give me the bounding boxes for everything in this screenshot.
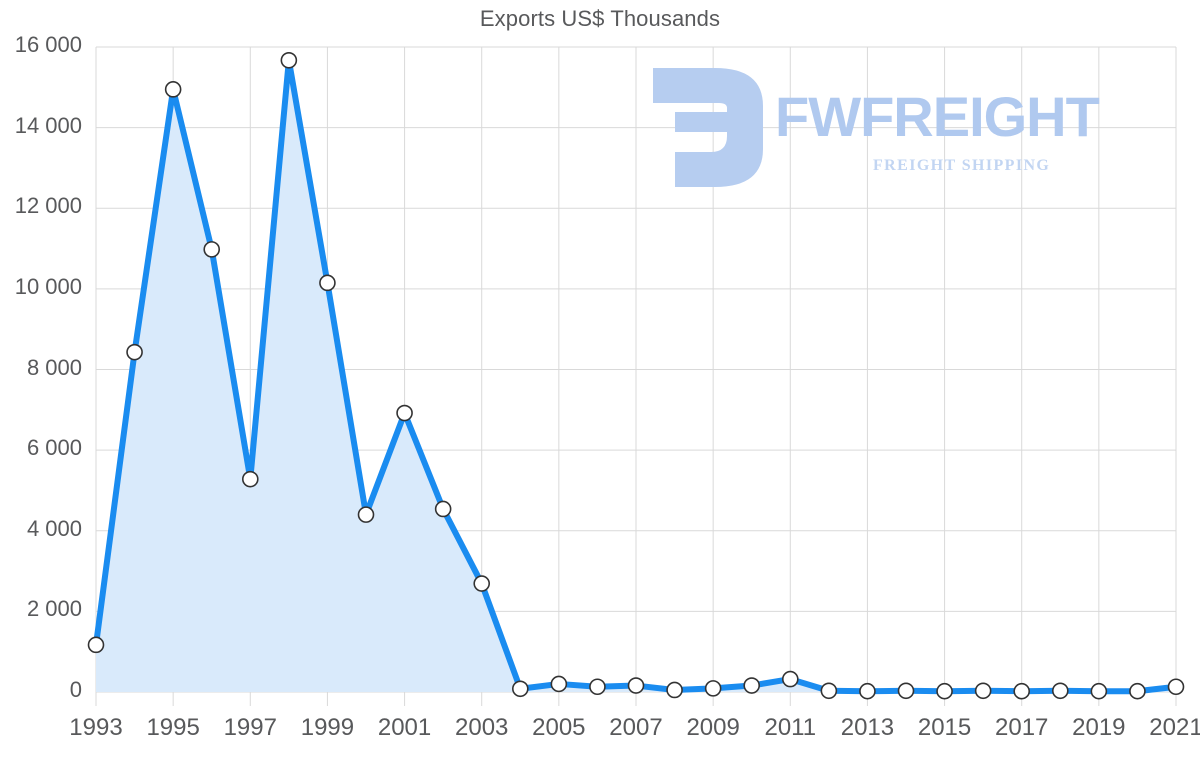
data-point-marker[interactable]: 2004: 80 — [511, 680, 529, 698]
data-point-marker[interactable]: 2005: 200 — [550, 675, 568, 693]
y-axis-tick-label: 4 000 — [26, 515, 82, 541]
y-axis-tick-label: 12 000 — [14, 193, 82, 219]
y-axis-tick-label: 0 — [69, 677, 82, 702]
data-point-marker[interactable]: 2003: 2690 — [473, 575, 491, 592]
x-axis-tick-label: 1997 — [223, 714, 277, 741]
x-axis-tick-label: 2007 — [609, 714, 663, 741]
data-point-marker[interactable]: 2010: 160 — [743, 677, 761, 694]
data-point-marker[interactable]: 2019: 20 — [1090, 682, 1108, 700]
x-axis-tick-label: 2021 — [1149, 714, 1200, 741]
chart-title: Exports US$ Thousands — [479, 6, 721, 31]
data-point-marker[interactable]: 2016: 30 — [974, 682, 992, 700]
x-axis-tick-label: 1993 — [69, 714, 123, 741]
area-fill-path — [96, 60, 1176, 693]
data-point-marker[interactable]: 2012: 30 — [820, 682, 838, 700]
data-point-marker[interactable]: 1995: 14950 — [164, 81, 182, 98]
data-point-markers: 1993: 1170 1994: 8430 1995: 14950 1996: 109… — [87, 51, 1185, 700]
data-point-marker[interactable]: 2007: 160 — [627, 677, 645, 694]
y-axis-tick-label: 14 000 — [14, 112, 82, 138]
data-point-marker[interactable]: 2015: 20 — [936, 682, 953, 700]
x-axis-tick-label: 2019 — [1072, 714, 1126, 741]
data-point-marker[interactable]: 2011: 320 — [781, 670, 799, 688]
x-axis-tick-label: 2001 — [377, 714, 432, 741]
data-point-marker[interactable]: 2008: 50 — [666, 681, 683, 699]
data-point-marker[interactable]: 1997: 5280 — [241, 470, 259, 488]
data-point-marker[interactable]: 2017: 20 — [1013, 682, 1031, 700]
data-point-marker[interactable]: 1996: 10980 — [203, 241, 221, 258]
data-point-marker[interactable]: 2020: 20 — [1129, 682, 1146, 700]
x-axis-tick-label: 2009 — [686, 714, 740, 741]
data-point-marker[interactable]: 1999: 10150 — [319, 274, 336, 292]
data-point-marker[interactable]: 2002: 4540 — [434, 500, 452, 518]
x-axis-tick-label: 2003 — [455, 714, 509, 741]
x-axis-tick-label: 2015 — [917, 714, 972, 741]
y-axis-tick-label: 6 000 — [26, 435, 82, 461]
data-point-marker[interactable]: 2013: 20 — [859, 682, 876, 700]
y-axis-tick-label: 8 000 — [26, 354, 82, 380]
data-point-marker[interactable]: 2006: 130 — [589, 678, 606, 696]
x-axis-tick-label: 2005 — [532, 714, 586, 741]
x-axis-tick-label: 1995 — [146, 714, 200, 741]
x-axis-tick-label: 2017 — [995, 714, 1049, 741]
data-point-marker[interactable]: 2021: 130 — [1167, 678, 1185, 696]
data-point-marker[interactable]: 2001: 6920 — [396, 404, 413, 422]
data-point-marker[interactable]: 1994: 8430 — [126, 343, 143, 361]
x-axis-tick-label: 2013 — [840, 714, 895, 741]
data-point-marker[interactable]: 2014: 30 — [897, 682, 915, 700]
data-point-marker[interactable]: 2009: 90 — [704, 680, 722, 697]
data-point-marker[interactable]: 2018: 30 — [1051, 682, 1069, 700]
data-point-marker[interactable]: 1998: 15670 — [280, 51, 298, 69]
y-axis-tick-label: 10 000 — [14, 273, 82, 299]
x-axis-tick-label: 1999 — [300, 714, 355, 741]
y-axis-tick-label: 2 000 — [26, 596, 82, 622]
data-point-marker[interactable]: 1993: 1170 — [87, 636, 105, 654]
x-axis-tick-label: 2011 — [764, 714, 817, 741]
y-axis-tick-label: 16 000 — [14, 32, 82, 57]
